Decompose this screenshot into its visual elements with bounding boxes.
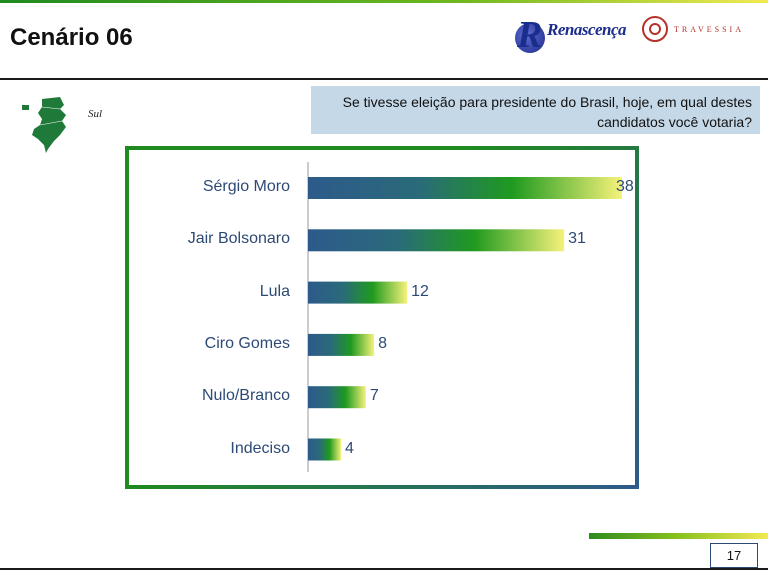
brazil-south-map-icon [22,97,66,153]
survey-question: Se tivesse eleição para presidente do Br… [311,86,760,134]
bar [308,386,366,409]
data-label: 8 [378,334,387,352]
renascenca-logo-text: Renascença [547,20,627,39]
header-divider [0,78,768,80]
travessia-logo: TRAVESSIA [642,16,762,46]
renascenca-logo-r: R [517,14,543,56]
travessia-logo-icon [642,16,668,42]
bar [308,281,408,304]
page-title: Cenário 06 [10,24,133,51]
bar [308,177,622,199]
bar [308,438,342,461]
category-label: Indeciso [230,439,290,457]
data-label: 7 [369,387,379,405]
travessia-logo-text: TRAVESSIA [674,25,744,34]
data-label: 4 [345,439,354,457]
region-label: Sul [88,108,103,120]
footer-divider [0,568,768,570]
category-label: Ciro Gomes [204,334,290,352]
category-label: Lula [259,282,290,300]
data-label: 12 [411,282,429,300]
renascenca-logo-circle [515,23,545,53]
data-label: 38 [616,178,634,195]
bar [308,333,375,356]
chart-frame [125,146,639,489]
top-accent-line [0,0,768,3]
category-label: Jair Bolsonaro [187,230,290,248]
bar [308,229,565,252]
category-label: Sérgio Moro [202,178,290,195]
category-label: Nulo/Branco [201,387,290,405]
data-label: 31 [568,230,586,248]
page-number: 17 [710,543,758,568]
footer-accent-bar [589,533,768,539]
renascenca-logo: R Renascença [513,14,633,56]
